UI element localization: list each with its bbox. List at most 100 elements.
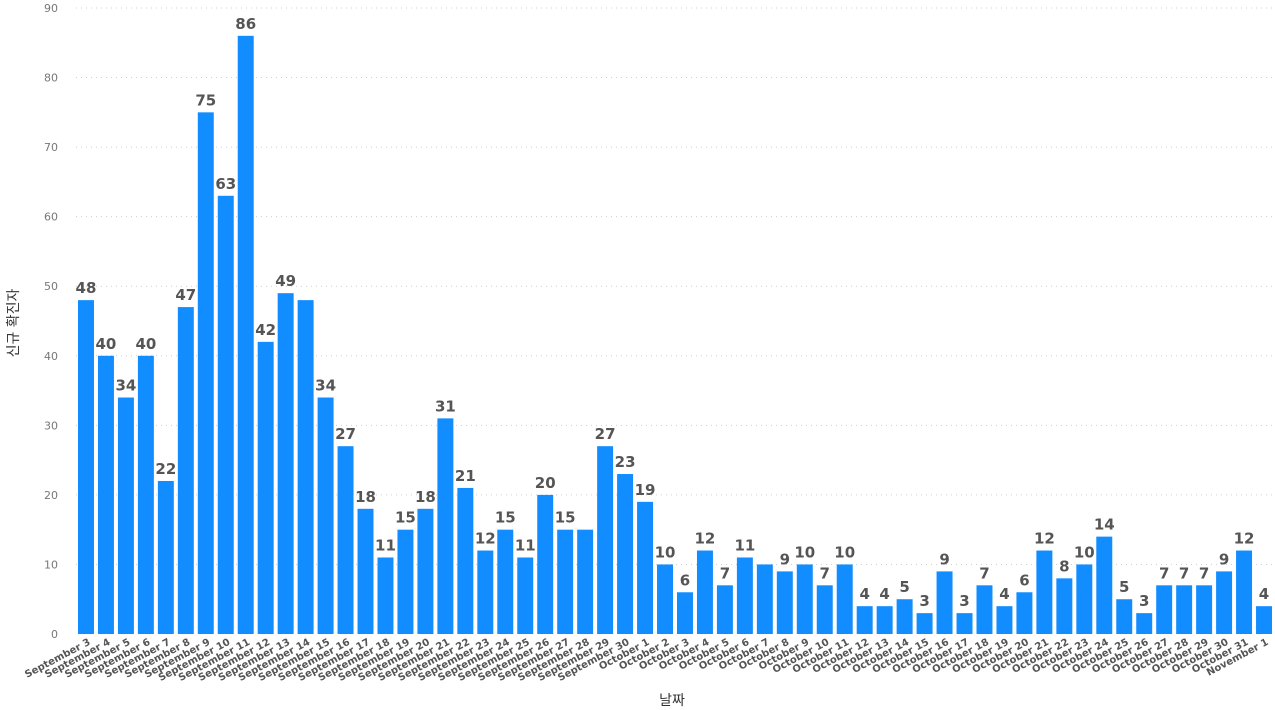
bar [976,585,993,634]
bar [517,557,534,634]
data-label: 11 [515,536,536,554]
bar [1136,613,1153,634]
bar [217,195,234,635]
y-axis-title: 신규 확진자 [6,288,22,357]
data-label: 40 [96,335,117,353]
data-label: 47 [175,286,196,304]
data-label: 19 [635,481,656,499]
data-label: 21 [455,467,476,485]
bar [297,300,314,634]
bar [836,564,853,634]
data-label: 4 [999,585,1009,603]
bar [317,397,334,634]
data-label: 12 [695,530,716,548]
y-tick-label: 80 [44,72,58,85]
bar [1156,585,1173,634]
bar [437,418,454,634]
data-label: 3 [919,592,929,610]
bar [916,613,933,634]
bar [996,606,1013,634]
bar [77,300,94,634]
bar [756,564,773,634]
bar [137,355,154,634]
bar [1256,606,1273,634]
bar [1216,571,1233,634]
bar [197,112,214,635]
data-label: 10 [794,543,815,561]
data-label: 18 [415,488,436,506]
bar [277,293,294,634]
bar [776,571,793,634]
bar [716,585,733,634]
data-label: 12 [1234,530,1255,548]
y-tick-label: 20 [44,489,58,502]
bar [696,550,713,634]
bar [1176,585,1193,634]
data-label: 7 [979,564,989,582]
bar [1096,536,1113,634]
data-label: 3 [959,592,969,610]
bar [117,397,134,634]
bar [1116,599,1133,634]
data-label: 23 [615,453,636,471]
data-label: 31 [435,397,456,415]
bar [796,564,813,634]
data-label: 15 [495,509,516,527]
data-label: 6 [680,571,690,589]
bar [676,592,693,634]
bar [537,494,554,634]
data-label: 3 [1139,592,1149,610]
bar [597,446,614,634]
x-axis-title: 날짜 [659,693,685,709]
data-label: 5 [1119,578,1129,596]
data-label: 18 [355,488,376,506]
data-label: 9 [1219,550,1229,568]
data-label: 20 [535,474,556,492]
data-label: 10 [1074,543,1095,561]
bar [177,307,194,634]
gridlines [76,7,1274,565]
data-label: 7 [1159,564,1169,582]
data-label: 6 [1019,571,1029,589]
data-label: 22 [155,460,176,478]
data-label: 9 [939,550,949,568]
bar [1056,578,1073,634]
bar [237,35,254,635]
bar [457,487,474,634]
bar [617,474,634,634]
data-labels: 4840344022477563864249342718111518312112… [76,15,1270,610]
bar [1036,550,1053,634]
bar [736,557,753,634]
bar [497,529,514,634]
data-label: 12 [475,530,496,548]
data-label: 4 [1259,585,1269,603]
data-label: 7 [1179,564,1189,582]
data-label: 75 [195,91,216,109]
data-label: 27 [595,425,616,443]
data-label: 7 [820,564,830,582]
bar [257,341,274,634]
data-label: 8 [1059,557,1069,575]
data-label: 15 [395,509,416,527]
bar [377,557,394,634]
data-label: 11 [375,536,396,554]
y-tick-label: 0 [51,628,58,641]
y-tick-label: 30 [44,419,58,432]
bar [856,606,873,634]
data-label: 9 [780,550,790,568]
y-tick-label: 10 [44,558,58,571]
bar [477,550,494,634]
bars [77,35,1273,635]
y-axis-ticks: 0 10 20 30 40 50 60 70 80 90 [44,2,58,641]
data-label: 10 [655,543,676,561]
data-label: 7 [1199,564,1209,582]
data-label: 11 [734,536,755,554]
y-tick-label: 60 [44,211,58,224]
data-label: 34 [315,377,336,395]
bar [956,613,973,634]
bar [337,446,354,634]
data-label: 63 [215,175,236,193]
data-label: 15 [555,509,576,527]
bar [816,585,833,634]
bar [936,571,953,634]
